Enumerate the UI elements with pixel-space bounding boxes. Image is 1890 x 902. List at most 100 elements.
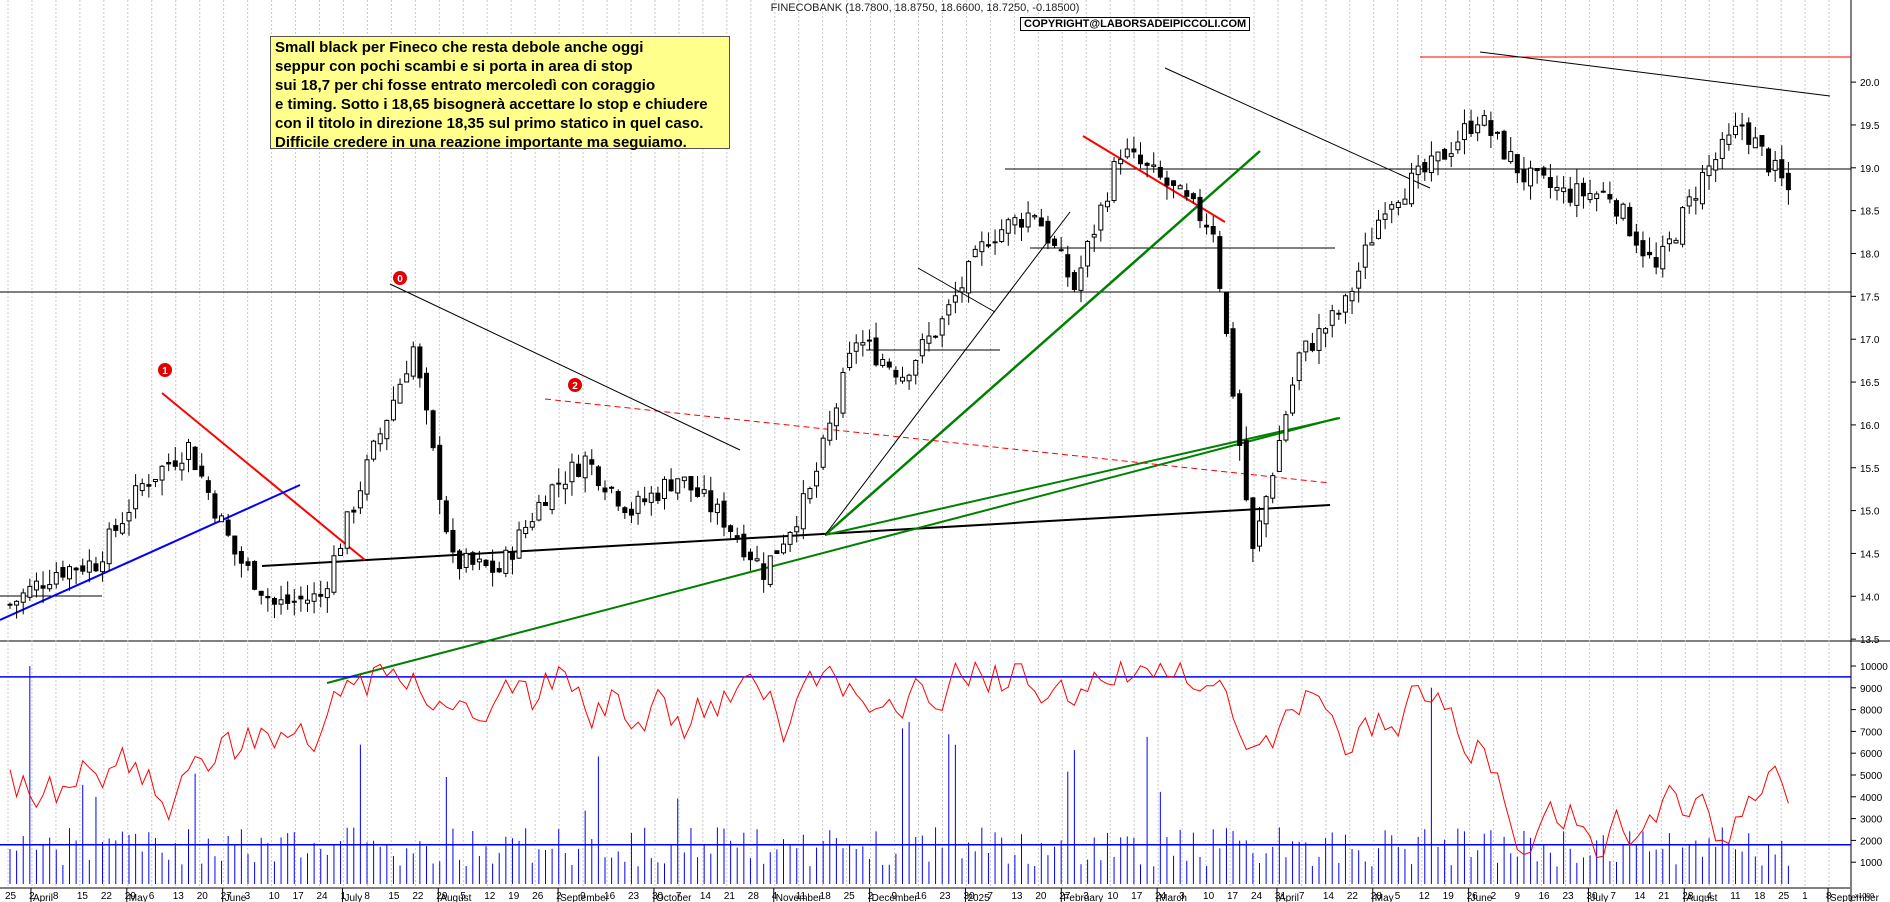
date-tick-label: 24 [1251,891,1263,902]
candle-body [417,346,423,379]
candle-body [390,399,396,421]
month-label: May [1375,893,1394,902]
candle-body [1005,219,1011,234]
candle-body [113,525,119,531]
candle-body [1528,167,1534,187]
date-tick-label: 2 [868,891,874,902]
candle-body [668,479,674,492]
candle-body [1660,245,1666,270]
date-tick-label: 11 [1730,891,1741,902]
date-tick-label: 12 [1419,891,1431,902]
candle-body [364,459,370,495]
candle-body [569,461,575,483]
candle-body [470,552,476,565]
date-tick-label: 8 [364,891,370,902]
volume-tick-label: 4000 [1860,793,1883,804]
date-tick-label: 1 [340,891,346,902]
date-tick-label: 14 [1634,891,1646,902]
date-tick-label: 15 [388,891,400,902]
volume-tick-label: 2000 [1860,836,1883,847]
candle-body [1078,267,1084,291]
candle-body [576,463,582,477]
candle-body [1693,198,1699,201]
candle-body [1633,231,1639,246]
candle-body [1508,151,1514,163]
candle-body [807,488,813,500]
candle-body [1270,475,1276,499]
annotation-label: 0 [397,274,403,285]
candle-body [298,595,304,600]
month-label: May [129,893,148,902]
price-tick-label: 18.5 [1860,207,1880,218]
candle-body [1085,241,1091,267]
candle-body [146,484,152,487]
volume-panel: 1000 2000 3000 4000 5000 6000 7000 8000 9000 1000… [0,660,1888,900]
date-tick-label: 9 [580,891,586,902]
candle-body [1402,198,1408,205]
ticker-line: FINECOBANK (18.7800, 18.8750, 18.6600, 1… [770,2,1080,14]
price-tick-label: 17.5 [1860,292,1880,303]
price-tick-label: 19.5 [1860,121,1880,132]
date-tick-label: 16 [916,891,928,902]
candle-body [172,460,178,467]
candle-body [913,359,919,376]
candle-body [73,567,79,571]
flag-line [917,267,996,313]
date-tick-label: 1 [1802,891,1808,902]
candle-body [490,560,496,573]
candle-body [1362,244,1368,268]
month-label: June [1471,893,1493,902]
date-tick-label: 26 [532,891,544,902]
candle-body [1488,120,1494,136]
candle-body [1098,204,1104,231]
candle-body [556,482,562,485]
date-tick-label: 17 [1227,891,1239,902]
price-tick-label: 19.0 [1860,164,1880,175]
date-tick-label: 18 [1754,891,1766,902]
candle-body [159,465,165,481]
date-tick-label: 31 [1275,891,1287,902]
candle-body [351,509,357,513]
date-tick-label: 6 [149,891,155,902]
candle-body [800,493,806,530]
candle-body [47,584,53,590]
date-tick-label: 24 [316,891,328,902]
annotation-marker [568,378,582,392]
candle-body [734,535,740,540]
candle-body [1587,192,1593,201]
price-tick-label: 20.0 [1860,78,1880,89]
candle-body [582,455,588,479]
candle-body [529,521,535,528]
date-tick-label: 22 [101,891,113,902]
candle-body [86,560,92,573]
annotation-marker [158,363,172,377]
price-tick-label: 15.0 [1860,507,1880,518]
date-tick-label: 21 [1658,891,1670,902]
candle-body [1647,251,1653,256]
date-tick-label: 21 [724,891,736,902]
candle-body [463,552,469,568]
candle-body [1461,123,1467,141]
candle-body [152,478,158,483]
candle-body [139,483,145,492]
candle-body [245,561,251,566]
candle-body [992,241,998,244]
date-tick-label: 2 [29,891,35,902]
date-tick-label: 16 [1539,891,1551,902]
volume-tick-label: 9000 [1860,684,1883,695]
date-tick-label: 25 [844,891,856,902]
candle-body [67,566,72,580]
candle-body [1369,242,1375,246]
candle-body [1680,207,1686,245]
candle-body [404,373,410,383]
price-tick-label: 18.0 [1860,250,1880,261]
candle-body [1733,125,1738,136]
candle-body [238,551,244,564]
month-label: July [1590,893,1608,902]
month-label: March [1159,893,1187,902]
candle-body [1673,239,1679,244]
candle-body [27,585,33,598]
candle-body [1045,220,1051,244]
candle-body [933,335,939,338]
